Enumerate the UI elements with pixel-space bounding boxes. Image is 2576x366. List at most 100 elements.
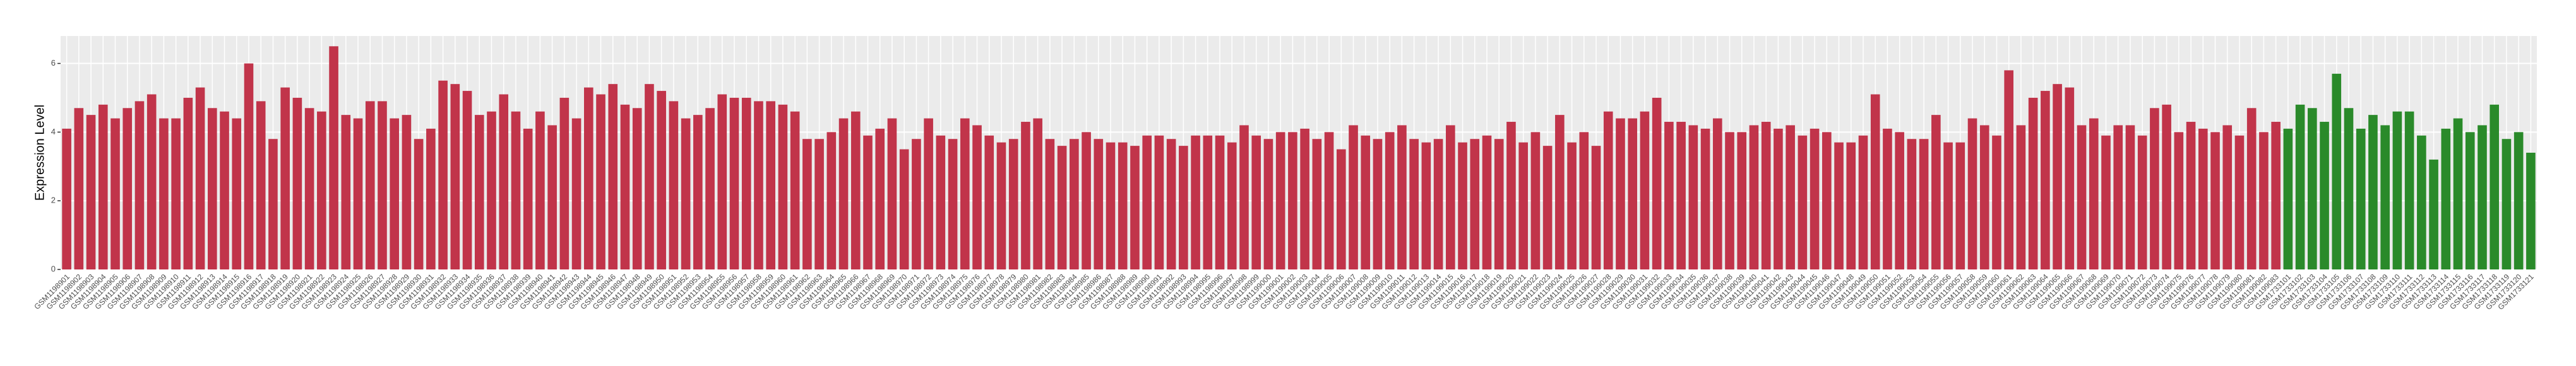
bar [1870, 94, 1880, 269]
y-axis-label: Expression Level [33, 105, 47, 201]
bar [1858, 135, 1868, 269]
bar [972, 125, 982, 269]
bar [1361, 135, 1371, 269]
bar [1021, 122, 1030, 269]
bar [2016, 125, 2026, 269]
bar [1349, 125, 1358, 269]
bar [1761, 122, 1771, 269]
bar [2429, 159, 2438, 269]
bar [1106, 142, 1116, 269]
y-tick-label: 6 [51, 58, 56, 68]
bar [899, 149, 909, 269]
bar [2053, 84, 2062, 270]
bar [1142, 135, 1152, 269]
bar [596, 94, 605, 269]
bar [924, 118, 933, 269]
bar [1336, 149, 1346, 269]
bar [1967, 118, 1977, 269]
bar [1166, 139, 1176, 269]
bar [2186, 122, 2196, 269]
bar [2490, 104, 2500, 269]
bar [86, 115, 96, 269]
bar [2041, 91, 2050, 269]
bar [936, 135, 946, 269]
bar [1458, 142, 1467, 269]
bar [1045, 139, 1055, 269]
bar [2526, 153, 2536, 269]
bar [1725, 132, 1734, 269]
bar [790, 111, 800, 269]
bar [341, 115, 351, 269]
bar [1482, 135, 1492, 269]
bar [1263, 139, 1273, 269]
bar [669, 101, 679, 269]
bar [1470, 139, 1480, 269]
bar [2101, 135, 2111, 269]
bar [948, 139, 958, 269]
bar [353, 118, 363, 269]
bar [110, 118, 120, 269]
bar [122, 108, 133, 269]
bar [1652, 97, 1662, 270]
bar [584, 87, 593, 269]
bar [2404, 111, 2414, 269]
bar [814, 139, 824, 269]
bar [863, 135, 873, 269]
bar [414, 139, 424, 269]
bar [292, 97, 302, 270]
bar [1397, 125, 1407, 269]
bar [474, 115, 484, 269]
bar [657, 91, 666, 269]
bar [850, 111, 861, 269]
bar [402, 115, 412, 269]
bar [98, 104, 108, 269]
bar [1070, 139, 1079, 269]
y-tick-label: 4 [51, 127, 56, 136]
bar [1992, 135, 2001, 269]
bar [2210, 132, 2220, 269]
bar [2028, 97, 2038, 270]
bar [1154, 135, 1164, 269]
bar [1033, 118, 1042, 269]
bar [2356, 128, 2366, 269]
bar [887, 118, 897, 269]
bar [2453, 118, 2463, 269]
bar [2271, 122, 2281, 269]
bar [2089, 118, 2099, 269]
bar [232, 118, 242, 269]
bar [2368, 115, 2378, 269]
bar [1943, 142, 1953, 269]
bar [1591, 146, 1601, 269]
bar [74, 108, 84, 269]
bar [244, 63, 254, 269]
bar [2380, 125, 2390, 269]
bar [826, 132, 837, 269]
bar [1530, 132, 1541, 269]
bar [1822, 132, 1832, 269]
bar [280, 87, 290, 269]
bar [523, 128, 533, 269]
bar [912, 139, 921, 269]
bar [1907, 139, 1917, 269]
bar [1810, 128, 1820, 269]
bar [2162, 104, 2171, 269]
bar [1082, 132, 1091, 269]
bar [2478, 125, 2487, 269]
bar [2465, 132, 2475, 269]
bar [1094, 139, 1104, 269]
bar [1130, 146, 1140, 269]
bar [1955, 142, 1965, 269]
bar [1239, 125, 1249, 269]
bar [766, 101, 775, 269]
bar [2234, 135, 2245, 269]
bar [1008, 139, 1018, 269]
bar [438, 80, 448, 269]
bar [487, 111, 496, 269]
bar [450, 84, 460, 270]
bar [1895, 132, 1904, 269]
bar [996, 142, 1006, 269]
bar [620, 104, 630, 269]
bar [1712, 118, 1722, 269]
bar [499, 94, 509, 269]
bar [390, 118, 400, 269]
